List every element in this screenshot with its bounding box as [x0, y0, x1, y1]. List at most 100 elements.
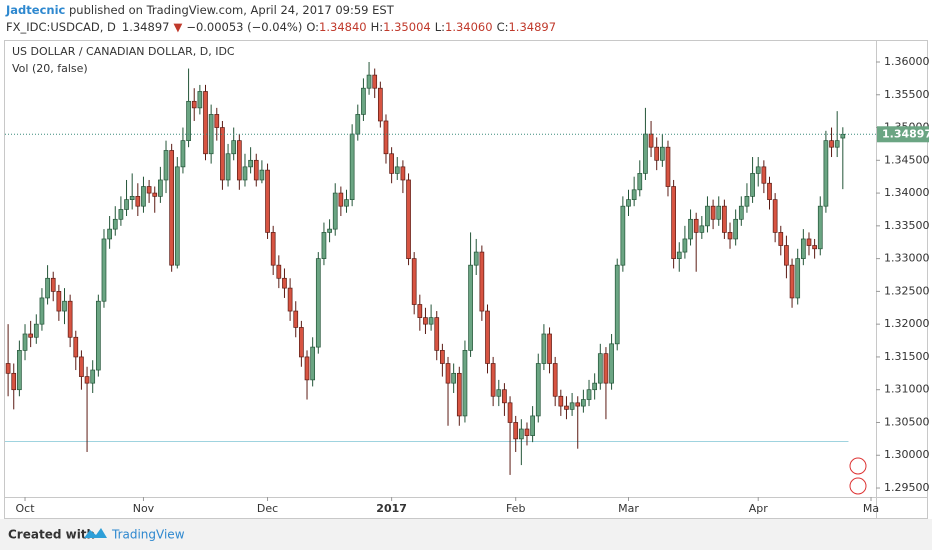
candle-body — [101, 238, 107, 302]
candle-body — [33, 323, 39, 338]
candle-body — [321, 232, 327, 259]
last-price-label: 1.34897 — [882, 127, 932, 140]
candle-body — [236, 140, 242, 181]
candle-body — [17, 350, 22, 391]
candle-body — [614, 264, 620, 345]
y-tick-label: 1.31000 — [884, 383, 930, 396]
x-tick-label: Nov — [133, 502, 155, 515]
candle-body — [394, 166, 400, 174]
candle-body — [383, 120, 389, 155]
y-tick-label: 1.36000 — [884, 55, 930, 68]
candle-body — [231, 140, 237, 155]
h-label: H: — [371, 20, 384, 34]
candle-body — [95, 300, 101, 371]
footer-created: Created with — [8, 528, 95, 542]
author[interactable]: Jadtecnic — [5, 3, 66, 17]
y-tick-label: 1.29500 — [884, 481, 930, 494]
c-label: C: — [497, 20, 509, 34]
candle-body — [253, 159, 259, 181]
h: 1.35004 — [383, 20, 431, 34]
candle-body — [473, 251, 479, 266]
candle-body — [270, 232, 276, 266]
candle-body — [552, 363, 558, 397]
candle-body — [485, 310, 490, 364]
candle-body — [67, 300, 73, 338]
candle-body — [50, 277, 56, 292]
candle-body — [502, 389, 507, 404]
logo — [84, 528, 107, 538]
candle-body — [406, 179, 411, 259]
candle-body — [293, 310, 299, 328]
candle-body — [654, 146, 660, 161]
candle-body — [738, 205, 744, 220]
header-line-1: Jadtecnic published on TradingView.com, … — [5, 3, 395, 17]
flags — [849, 457, 867, 495]
candle-body — [220, 127, 225, 181]
candle-body — [547, 333, 552, 364]
candle-body — [282, 277, 287, 289]
candle-body — [693, 218, 699, 233]
candle-body — [665, 146, 671, 187]
candle-body — [62, 300, 67, 312]
candle-body — [45, 277, 50, 299]
candle-body — [541, 333, 547, 364]
y-tick-label: 1.34500 — [884, 153, 930, 166]
change: −0.00053 (−0.04%) — [186, 20, 302, 34]
candle-body — [242, 166, 248, 181]
candle-body — [755, 166, 761, 174]
candle-body — [761, 166, 767, 184]
header: Jadtecnic published on TradingView.com, … — [5, 3, 556, 34]
x-tick-label: Apr — [749, 502, 769, 515]
x-tick-label: Feb — [506, 502, 525, 515]
candle-body — [586, 389, 592, 400]
candle-body — [428, 317, 434, 325]
candle-body — [411, 258, 417, 305]
o-label: O: — [306, 20, 319, 34]
candle-body — [716, 205, 722, 220]
candle-body — [535, 363, 541, 417]
candle-body — [626, 199, 631, 207]
candle-body — [304, 356, 310, 381]
candle-body — [163, 150, 169, 181]
y-tick-label: 1.32000 — [884, 317, 930, 330]
candle-body — [135, 196, 141, 207]
candle-body — [744, 196, 750, 207]
candle-body — [705, 205, 710, 227]
candle-body — [361, 87, 366, 115]
candle-body — [355, 114, 361, 135]
candle-body — [327, 228, 332, 233]
candle-body — [609, 343, 614, 384]
candle-body — [141, 186, 146, 207]
candle-body — [710, 205, 716, 220]
y-tick-label: 1.32500 — [884, 284, 930, 297]
footer-brand[interactable]: TradingView — [111, 528, 185, 542]
candle-body — [772, 199, 778, 233]
arrow: ▼ — [173, 20, 182, 34]
candle-body — [834, 140, 840, 148]
candle-body — [784, 245, 789, 266]
candle-body — [5, 363, 11, 374]
candle-body — [248, 159, 253, 168]
x-tick-label: 2017 — [376, 502, 407, 515]
candle-body — [671, 186, 676, 259]
candle-body — [287, 287, 293, 312]
candle-body — [688, 218, 693, 240]
candle-body — [332, 192, 338, 230]
candle-body — [643, 133, 648, 174]
candle-body — [315, 258, 321, 348]
candle-body — [530, 415, 535, 436]
candle-body — [507, 402, 513, 423]
candle-body — [496, 389, 502, 397]
candle-body — [338, 192, 344, 207]
candle-body — [767, 182, 772, 200]
x-tick-label: Mar — [618, 502, 639, 515]
candle-body — [79, 356, 84, 377]
y-tick-label: 1.31500 — [884, 350, 930, 363]
l: 1.34060 — [445, 20, 493, 34]
candle-body — [518, 428, 524, 440]
candle-body — [28, 333, 34, 338]
flag-us — [849, 477, 867, 495]
candle-body — [778, 232, 784, 246]
